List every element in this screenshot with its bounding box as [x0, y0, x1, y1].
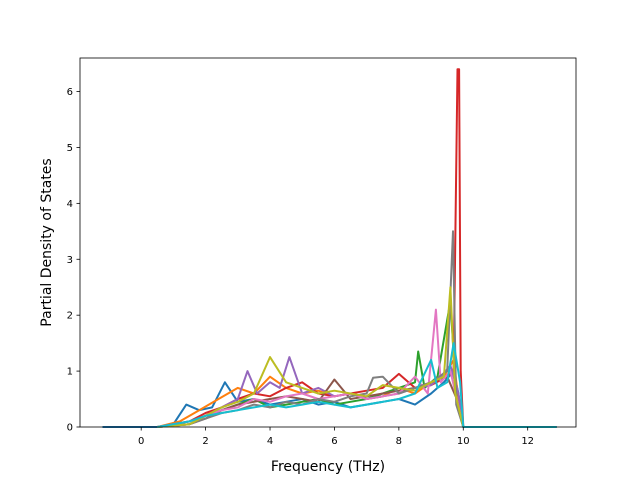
series-line-9: [157, 286, 465, 428]
y-tick-label: 4: [67, 199, 73, 210]
x-axis-label: Frequency (THz): [271, 459, 385, 475]
x-axis-ticks: 0 2 4 6 8 10 12: [138, 427, 534, 447]
series-line-7: [157, 308, 465, 428]
series-layer: [102, 68, 557, 428]
y-tick-label: 0: [67, 423, 73, 434]
axes-frame: [79, 57, 577, 428]
y-axis-ticks: 0 1 2 3 4 5 6: [67, 87, 80, 434]
x-tick-label: 10: [457, 436, 470, 447]
x-tick-label: 12: [521, 436, 534, 447]
y-tick-label: 3: [67, 255, 73, 266]
x-tick-label: 8: [396, 436, 402, 447]
y-axis-label: Partial Density of States: [39, 158, 55, 326]
x-tick-label: 2: [202, 436, 208, 447]
x-tick-label: 6: [331, 436, 337, 447]
y-tick-label: 2: [67, 311, 73, 322]
x-tick-label: 0: [138, 436, 144, 447]
series-line-10: [157, 342, 557, 428]
x-tick-label: 4: [267, 436, 273, 447]
y-tick-label: 5: [67, 143, 73, 154]
series-line-5: [157, 356, 465, 428]
y-tick-label: 6: [67, 87, 73, 98]
plot-area: [79, 57, 577, 428]
y-tick-label: 1: [67, 367, 73, 378]
